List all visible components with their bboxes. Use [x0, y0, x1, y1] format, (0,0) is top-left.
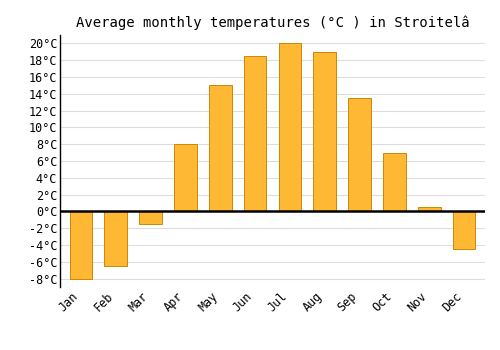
Bar — [348, 98, 371, 211]
Bar — [209, 85, 232, 211]
Bar — [383, 153, 406, 211]
Bar — [418, 207, 440, 211]
Bar — [70, 211, 92, 279]
Bar — [244, 56, 266, 211]
Bar — [278, 43, 301, 211]
Bar — [174, 144, 197, 211]
Bar — [314, 52, 336, 211]
Bar — [453, 211, 475, 249]
Bar — [140, 211, 162, 224]
Title: Average monthly temperatures (°C ) in Stroitelâ: Average monthly temperatures (°C ) in St… — [76, 15, 469, 30]
Bar — [104, 211, 127, 266]
